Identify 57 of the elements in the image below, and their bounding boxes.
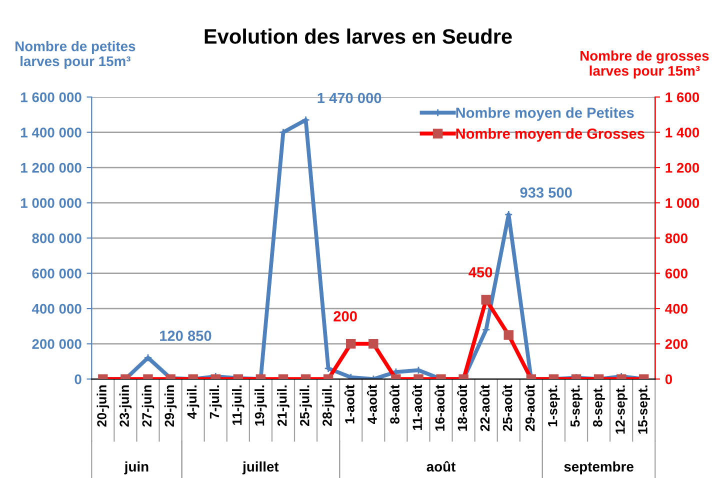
y-tick-label: 1 200 000 (21, 162, 82, 173)
y2-tick-label: 200 (665, 339, 688, 349)
x-tick-label: 22-août (480, 384, 490, 432)
x-tick-label: 15-sept. (638, 386, 650, 434)
y2-tick-label: 800 (665, 233, 688, 244)
y2-tick-label: 0 (665, 374, 672, 384)
y-axis-title: Nombre de petites larves pour 15m³ (16, 41, 136, 69)
x-tick-label: 19-juil. (254, 386, 267, 426)
x-tick-label: 4-août (366, 384, 377, 424)
x-tick-label: 21-juil. (277, 386, 290, 426)
x-tick-label: 11-juil. (232, 386, 244, 425)
x-tick-label: 1-août (344, 384, 354, 424)
x-tick-label: 25-juil. (300, 386, 312, 426)
data-label: 450 (468, 267, 492, 278)
y2-tick-label: 600 (665, 268, 688, 278)
y-tick-label: 200 000 (32, 339, 82, 349)
y2-tick-label: 1 000 (666, 198, 700, 208)
y2-axis-title: Nombre de grosses larves pour 15m³ (580, 50, 709, 79)
y2-tick-label: 1 600 (666, 92, 700, 102)
y2-tick-label: 1 400 (666, 128, 700, 138)
legend-label: Nombre moyen de Petites (456, 107, 634, 121)
x-tick-label: 16-août (434, 384, 445, 431)
x-tick-label: 5-sept. (570, 386, 582, 427)
x-tick-label: 29-août (524, 384, 535, 432)
x-tick-label: 29-juin (164, 385, 177, 427)
data-label: 1 470 000 (318, 92, 382, 104)
x-tick-label: 11-août (412, 384, 422, 430)
text: septembre (564, 461, 634, 474)
data-label: 933 500 (520, 187, 572, 198)
y-tick-label: 400 000 (32, 304, 82, 314)
data-label: 200 (334, 311, 357, 322)
y-tick-label: 1 000 000 (21, 198, 82, 208)
text: juillet (242, 461, 279, 474)
y2-tick-label: 1 200 (666, 162, 700, 173)
y2-tick-label: 400 (665, 304, 688, 314)
x-tick-label: 28-juil. (322, 386, 334, 426)
y-tick-label: 600 000 (32, 268, 82, 278)
y-tick-label: 1 400 000 (21, 128, 82, 138)
chart-title: Evolution des larves en Seudre (204, 28, 512, 44)
text: juin (124, 461, 148, 474)
x-tick-label: 12-sept. (616, 386, 628, 434)
x-tick-label: 1-sept. (548, 386, 560, 426)
x-tick-label: 23-juin (119, 385, 132, 427)
x-tick-label: 8-sept. (592, 386, 605, 427)
x-tick-label: 4-juil. (186, 386, 200, 419)
y-tick-label: 0 (74, 374, 82, 384)
x-tick-label: 27-juin (142, 385, 154, 427)
y-tick-label: 1 600 000 (21, 92, 82, 102)
legend-label: Nombre moyen de Grosses (456, 128, 644, 142)
x-tick-label: 18-août (457, 384, 468, 431)
x-tick-label: 8-août (389, 384, 400, 424)
x-tick-label: 25-août (502, 384, 512, 432)
text: août (426, 461, 456, 472)
x-tick-label: 20-juin (96, 385, 110, 427)
data-label: 120 850 (160, 330, 212, 341)
x-tick-label: 7-juil. (209, 386, 222, 418)
y-tick-label: 800 000 (32, 233, 82, 244)
